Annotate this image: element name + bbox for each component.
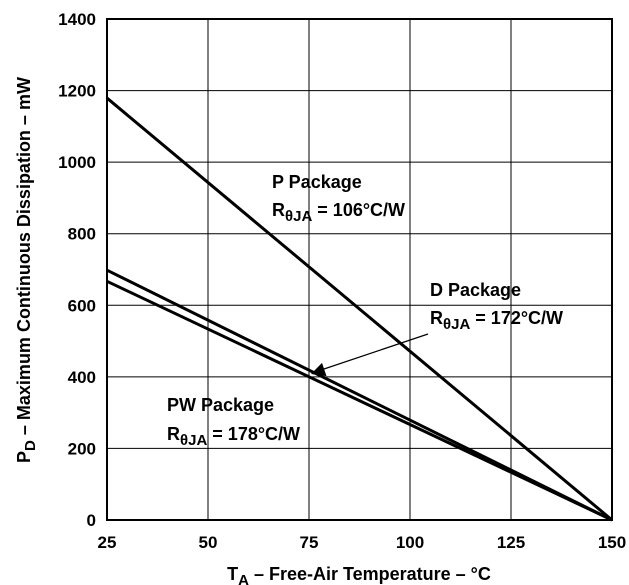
series-lines bbox=[106, 96, 613, 522]
y-axis-title: PD – Maximum Continuous Dissipation – mW bbox=[14, 77, 39, 463]
annotation-arrow-head bbox=[311, 362, 327, 377]
series-labels: P Package RθJA = 106°C/W D Package RθJA = 1… bbox=[167, 172, 563, 449]
series-line-2 bbox=[106, 279, 613, 522]
series-resistance-p: RθJA = 106°C/W bbox=[272, 200, 405, 225]
x-tick-label: 100 bbox=[396, 533, 424, 552]
x-tick-label: 150 bbox=[598, 533, 626, 552]
x-tick-label: 25 bbox=[98, 533, 117, 552]
axis-titles: TA – Free-Air Temperature – °C PD – Maxim… bbox=[14, 77, 491, 585]
series-resistance-pw: RθJA = 178°C/W bbox=[167, 424, 300, 449]
x-tick-label: 125 bbox=[497, 533, 525, 552]
annotation-arrow-line bbox=[320, 333, 429, 371]
x-axis-title: TA – Free-Air Temperature – °C bbox=[227, 564, 491, 585]
x-tick-label: 50 bbox=[199, 533, 218, 552]
series-label-pw: PW Package bbox=[167, 395, 274, 415]
series-resistance-d: RθJA = 172°C/W bbox=[430, 308, 563, 333]
y-tick-label: 1200 bbox=[58, 82, 96, 101]
y-tick-label: 1000 bbox=[58, 153, 96, 172]
y-tick-label: 200 bbox=[68, 439, 96, 458]
y-tick-label: 400 bbox=[68, 368, 96, 387]
series-line-0 bbox=[106, 96, 613, 522]
series-label-d: D Package bbox=[430, 280, 521, 300]
y-tick-label: 800 bbox=[68, 225, 96, 244]
tick-labels: 25 50 75 100 125 150 0 200 400 600 800 1000 1200 1400 bbox=[58, 10, 626, 552]
x-tick-label: 75 bbox=[300, 533, 319, 552]
series-label-p: P Package bbox=[272, 172, 362, 192]
series-line-1 bbox=[106, 268, 613, 522]
plot-frame bbox=[106, 18, 613, 521]
y-tick-label: 600 bbox=[68, 296, 96, 315]
y-tick-label: 1400 bbox=[58, 10, 96, 29]
y-tick-label: 0 bbox=[87, 511, 96, 530]
